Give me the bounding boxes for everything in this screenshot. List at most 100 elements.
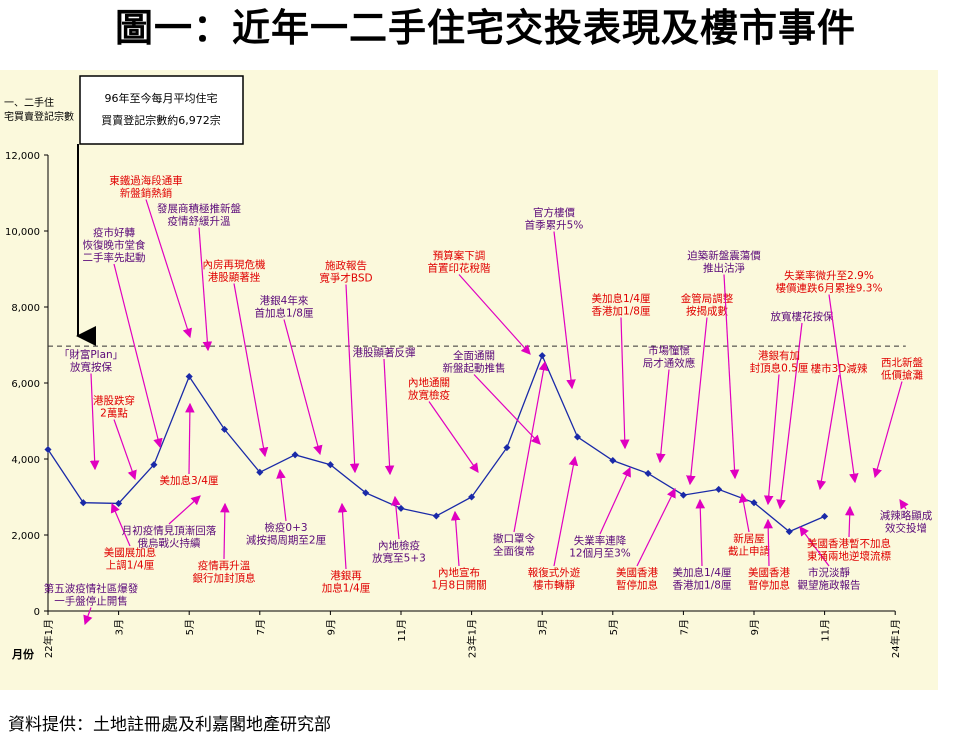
page-title: 圖一：近年一二手住宅交投表現及樓市事件 [114, 5, 856, 50]
annotation-arrow [345, 284, 360, 474]
x-tick-label: 23年1月 [466, 619, 479, 658]
annotation-label: 港銀4年來 [260, 294, 309, 307]
data-point [821, 512, 829, 520]
data-point [679, 491, 687, 499]
data-point [256, 468, 264, 476]
annotation-label: 香港加1/8厘 [592, 306, 651, 318]
x-tick-label: 7月 [678, 619, 690, 635]
annotation-arrow [844, 505, 855, 538]
annotation-label: 放寬至5+3 [372, 552, 426, 565]
annotation-label: 全面復常 [493, 545, 535, 558]
annotation-arrow [185, 402, 195, 475]
annotation-label: 港股顯著反彈 [353, 346, 416, 359]
annotation-label: 疫情舒緩升溫 [168, 215, 231, 228]
annotation-label: 按揭成數 [686, 305, 728, 318]
data-point [750, 499, 758, 507]
annotation-arrow [337, 502, 348, 570]
annotation-label: 美國展加息 [104, 546, 157, 559]
x-tick-label: 11月 [820, 619, 832, 642]
annotation-label: 首季累升5% [525, 219, 584, 232]
data-point [291, 451, 299, 459]
annotation-arrow [198, 227, 213, 352]
annotation-label: 截止申請 [728, 545, 770, 558]
annotation-label: 美加息3/4厘 [160, 474, 219, 487]
annotation-label: 報復式外遊 [528, 566, 581, 579]
annotation-label: 新盤起動推售 [443, 362, 506, 375]
annotation-arrow [656, 369, 670, 464]
data-point [785, 528, 793, 536]
y-tick-label: 4,000 [11, 455, 40, 466]
data-point [538, 352, 546, 360]
y-tick-label: 10,000 [5, 227, 40, 238]
annotation-arrow [428, 401, 479, 473]
annotation-label: 美國香港 [616, 566, 658, 579]
x-tick-label: 7月 [255, 619, 267, 635]
annotation-arrow [636, 487, 676, 567]
annotation-label: 美國香港 [748, 566, 790, 579]
annotation-label: 施政報告 [325, 259, 367, 272]
annotation-label: 首置印花稅階 [428, 262, 491, 275]
annotation-label: 市場憧憬 [648, 344, 690, 357]
annotation-label: 恢復晚市堂食 [83, 239, 146, 252]
annotation-label: 首加息1/8厘 [255, 307, 314, 320]
x-tick-label: 3月 [114, 619, 126, 635]
annotation-label: 1月8日開關 [431, 580, 486, 592]
x-tick-label: 24年1月 [889, 619, 902, 658]
annotation-label: 新居屋 [733, 532, 765, 545]
annotation-arrow [383, 358, 395, 476]
annotation-label: 全面通關 [453, 349, 495, 362]
annotation-label: 12個月至3% [569, 547, 631, 560]
annotation-label: 樓價連跌6月累挫9.3% [776, 282, 883, 295]
plot-background [0, 70, 938, 690]
annotation-label: 內地宣布 [438, 566, 480, 579]
data-point [185, 373, 193, 381]
annotation-label: 減辣略顯成 [880, 509, 933, 522]
annotation-label: 港股跌穿 [93, 394, 135, 407]
annotation-arrow [145, 199, 193, 339]
annotation-arrow [513, 360, 549, 533]
annotation-label: 檢疫0+3 [264, 521, 307, 534]
x-tick-label: 3月 [537, 619, 549, 635]
annotation-label: 寬爭才BSD [319, 272, 372, 285]
annotation-arrow [553, 231, 576, 390]
annotation-label: 月初疫情見頂漸回落 [122, 524, 217, 537]
annotation-arrow [450, 510, 461, 567]
annotation-label: 港股顯著挫 [208, 271, 261, 284]
annotation-label: 失業率微升至2.9% [784, 269, 874, 282]
annotation-arrow [283, 319, 323, 456]
annotation-label: 低價搶灘 [881, 369, 923, 382]
annotation-arrow [799, 526, 830, 567]
annotation-arrow [619, 317, 630, 450]
annotation-arrow [220, 502, 230, 560]
annotation-label: 放寬檢疫 [408, 389, 450, 402]
annotation-arrow [599, 466, 631, 535]
average-legend: 96年至今每月平均住宅 買賣登記宗數約6,972宗 [76, 75, 244, 346]
annotation-label: 放寬按保 [70, 361, 112, 374]
annotation-label: 局才通效應 [643, 357, 696, 370]
annotation-arrow [723, 274, 740, 480]
y-tick-label: 0 [34, 607, 40, 618]
x-tick-label: 5月 [184, 619, 196, 635]
data-point [150, 461, 158, 469]
annotation-label: 推出沽淨 [703, 262, 745, 275]
data-point [432, 512, 440, 520]
data-point [326, 461, 334, 469]
annotation-label: 失業率連降 [574, 534, 627, 547]
annotation-label: 官方樓價 [533, 206, 575, 219]
annotation-label: 一手盤停止開售 [54, 595, 128, 608]
annotation-label: 西北新盤 [881, 356, 923, 369]
annotation-arrow [89, 373, 100, 471]
annotation-label: 加息1/4厘 [322, 582, 371, 595]
data-point [503, 444, 511, 452]
annotation-label: 新盤銷熱銷 [120, 187, 173, 200]
annotation-label: 放寬樓花按保 [771, 310, 834, 323]
annotation-label: 美加息1/4厘 [673, 566, 732, 579]
y-tick-label: 8,000 [11, 303, 40, 314]
annotation-arrow [276, 468, 287, 522]
annotation-label: 上調1/4厘 [106, 559, 155, 572]
annotation-label: 東鐵過海段通車 [109, 174, 183, 187]
annotation-label: 暫停加息 [748, 579, 790, 592]
annotation-arrow [168, 495, 201, 525]
